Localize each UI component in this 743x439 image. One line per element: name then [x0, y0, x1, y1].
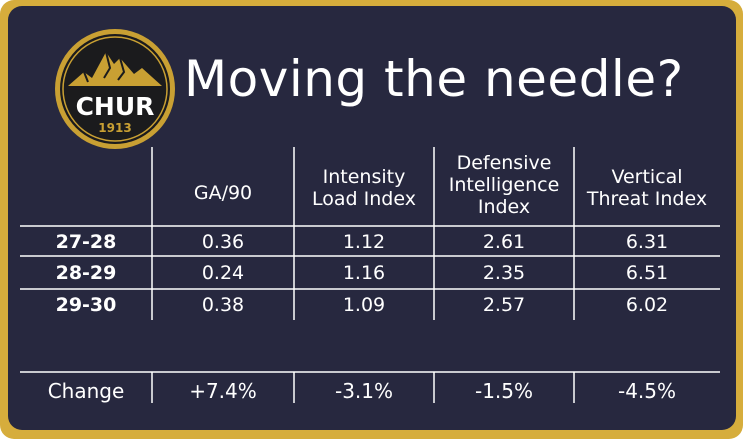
- change-defensive: -1.5%: [474, 379, 534, 403]
- cell-27-28-defensive: 2.61: [482, 231, 526, 253]
- cell-28-29-intensity: 1.16: [342, 262, 386, 284]
- change-vertical: -4.5%: [617, 379, 677, 403]
- header-vertical-threat-index: Vertical Threat Index: [586, 166, 708, 210]
- cell-29-30-ga90: 0.38: [201, 294, 245, 316]
- cell-29-30-intensity: 1.09: [342, 294, 386, 316]
- change-ga90: +7.4%: [189, 379, 257, 403]
- page-title: Moving the needle?: [184, 50, 684, 108]
- row-label-28-29: 28-29: [55, 262, 117, 284]
- chur-logo: CHUR 1913: [55, 29, 175, 149]
- row-label-29-30: 29-30: [55, 294, 117, 316]
- cell-28-29-vertical: 6.51: [625, 262, 669, 284]
- logo-text: CHUR: [76, 92, 155, 121]
- logo-year: 1913: [98, 121, 131, 135]
- header-ga90: GA/90: [193, 182, 253, 204]
- header-intensity-load-index: Intensity Load Index: [312, 166, 416, 210]
- cell-28-29-ga90: 0.24: [201, 262, 245, 284]
- card-panel: CHUR 1913 Moving the needle? GA/90 In: [8, 6, 736, 430]
- cell-28-29-defensive: 2.35: [482, 262, 526, 284]
- change-intensity: -3.1%: [334, 379, 394, 403]
- cell-27-28-intensity: 1.12: [342, 231, 386, 253]
- row-label-27-28: 27-28: [55, 231, 117, 253]
- table-grid-lines: [20, 147, 720, 403]
- cell-27-28-ga90: 0.36: [201, 231, 245, 253]
- cell-29-30-vertical: 6.02: [625, 294, 669, 316]
- header-defensive-intelligence-index: Defensive Intelligence Index: [448, 152, 560, 218]
- cell-27-28-vertical: 6.31: [625, 231, 669, 253]
- cell-29-30-defensive: 2.57: [482, 294, 526, 316]
- change-label: Change: [47, 379, 125, 403]
